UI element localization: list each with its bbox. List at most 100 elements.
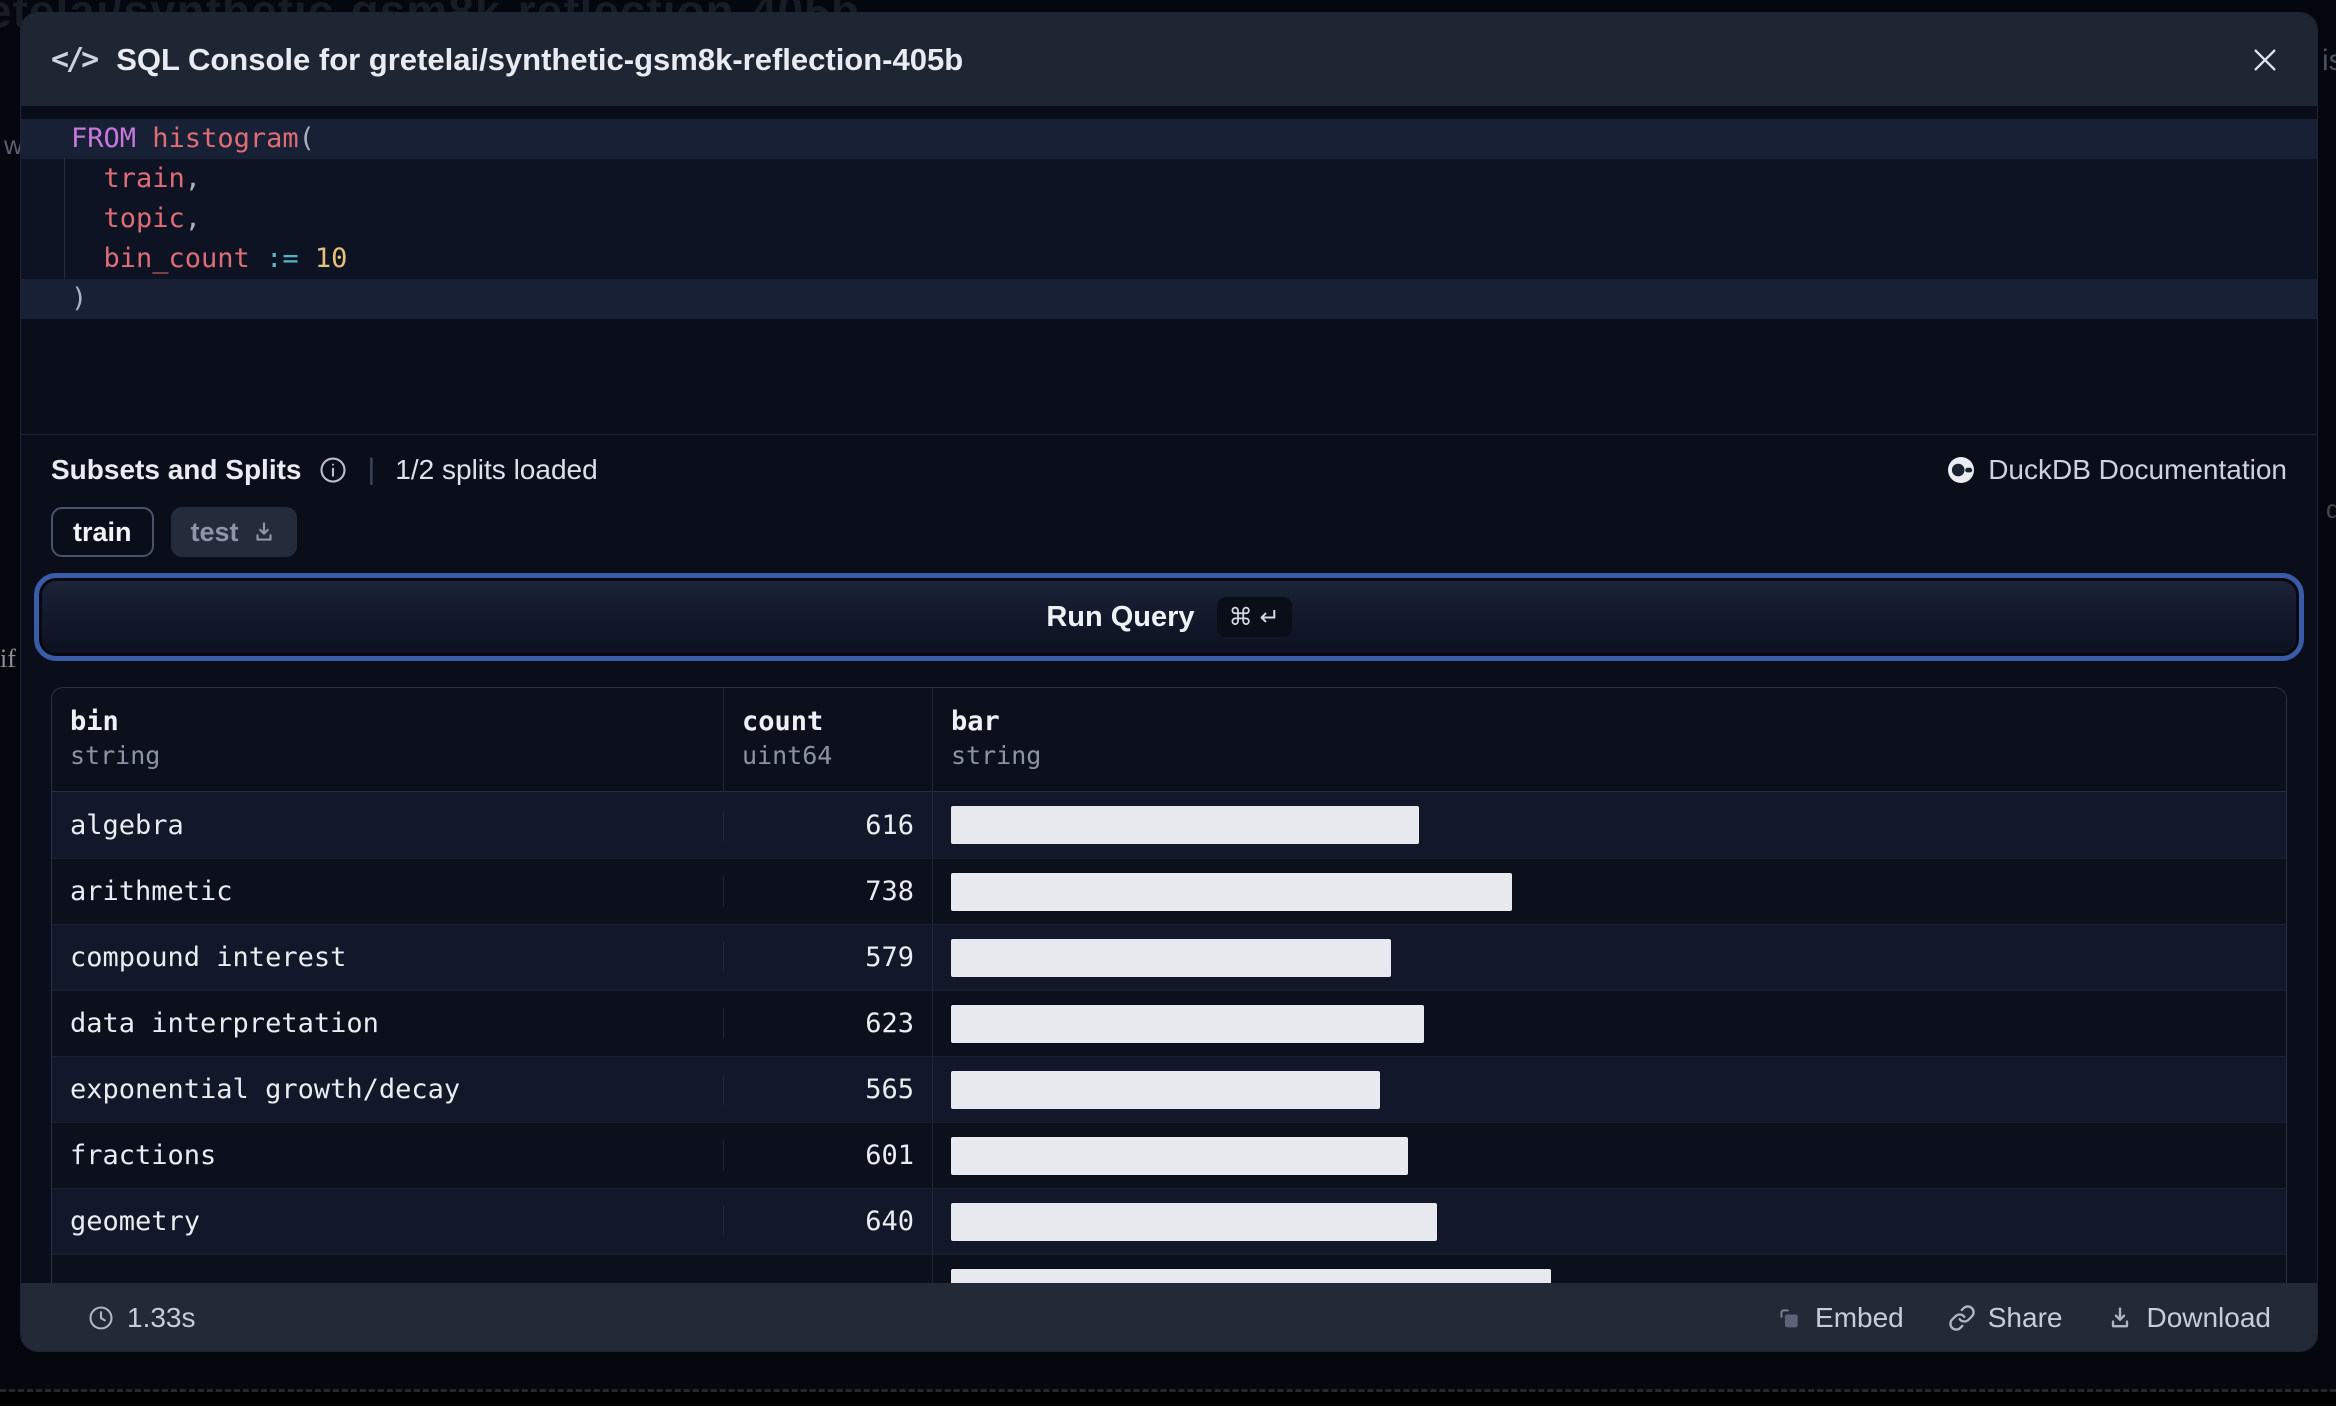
backdrop-bottom-strip bbox=[0, 1392, 2336, 1406]
histogram-bar bbox=[951, 1070, 1380, 1109]
code-token: histogram bbox=[152, 123, 299, 154]
code-line[interactable]: bin_count := 10 bbox=[21, 239, 2317, 279]
sql-console-modal: </> SQL Console for gretelai/synthetic-g… bbox=[20, 12, 2318, 1352]
code-token bbox=[71, 243, 104, 274]
query-duration: 1.33s bbox=[127, 1302, 196, 1333]
histogram-bar bbox=[951, 872, 1512, 911]
column-name: bin bbox=[70, 706, 119, 737]
cell-bin: geometry bbox=[70, 1206, 201, 1237]
cmd-icon: ⌘ bbox=[1228, 603, 1253, 631]
code-token: topic bbox=[103, 203, 185, 234]
embed-icon bbox=[1780, 1309, 1798, 1328]
modal-title: SQL Console for gretelai/synthetic-gsm8k… bbox=[116, 41, 964, 77]
results-footer: 1.33s Embed Share Down bbox=[21, 1283, 2317, 1351]
share-icon bbox=[1949, 1305, 1975, 1331]
cell-count: 738 bbox=[723, 876, 932, 907]
histogram-bar bbox=[951, 1136, 1408, 1175]
table-row: geometry 640 bbox=[52, 1188, 2286, 1254]
histogram-bar bbox=[951, 806, 1419, 844]
cell-bar bbox=[932, 1255, 2286, 1283]
cell-bar bbox=[932, 792, 2286, 858]
table-row: exponential growth/decay 565 bbox=[52, 1056, 2286, 1122]
backdrop-fragment: d bbox=[2326, 494, 2336, 524]
cell-bin: compound interest bbox=[70, 942, 347, 973]
column-header-bin: bin string bbox=[52, 688, 723, 791]
cell-count: 640 bbox=[723, 1206, 932, 1237]
code-icon: </> bbox=[51, 42, 99, 77]
download-button[interactable]: Download bbox=[2106, 1302, 2271, 1334]
histogram-bar bbox=[951, 1268, 1551, 1283]
embed-label: Embed bbox=[1815, 1302, 1904, 1333]
table-row: data interpretation 623 bbox=[52, 990, 2286, 1056]
split-chip-train[interactable]: train bbox=[51, 507, 154, 557]
download-icon bbox=[255, 522, 272, 541]
code-token: train bbox=[103, 163, 185, 194]
table-header-row: bin string count uint64 bar string bbox=[52, 688, 2286, 792]
split-chip-test[interactable]: test bbox=[170, 507, 297, 557]
return-icon: ↵ bbox=[1259, 603, 1280, 631]
code-token: FROM bbox=[71, 123, 137, 154]
code-token bbox=[136, 123, 152, 154]
histogram-bar bbox=[951, 1202, 1437, 1241]
share-button[interactable]: Share bbox=[1948, 1302, 2063, 1334]
close-button[interactable] bbox=[2243, 38, 2287, 82]
cell-bar bbox=[932, 1123, 2286, 1188]
cell-bar bbox=[932, 1057, 2286, 1122]
run-query-button[interactable]: Run Query ⌘ ↵ bbox=[34, 573, 2304, 661]
backdrop-fragment: if bbox=[0, 644, 16, 673]
cell-bar bbox=[932, 991, 2286, 1056]
embed-button[interactable]: Embed bbox=[1775, 1302, 1904, 1334]
vertical-divider: | bbox=[367, 453, 376, 486]
code-token: ( bbox=[298, 123, 315, 154]
cell-bar bbox=[932, 1189, 2286, 1254]
code-line[interactable]: train, bbox=[21, 159, 2317, 199]
column-name: count bbox=[742, 706, 824, 737]
code-token bbox=[299, 243, 315, 274]
download-label: Download bbox=[2146, 1302, 2271, 1333]
histogram-bar bbox=[951, 938, 1391, 977]
subsets-header: Subsets and Splits | 1/2 splits loaded D… bbox=[21, 434, 2317, 491]
table-row: fractions 601 bbox=[52, 1122, 2286, 1188]
split-chip-label: train bbox=[73, 516, 132, 547]
duckdb-doc-link[interactable]: DuckDB Documentation bbox=[1946, 454, 2287, 486]
modal-header: </> SQL Console for gretelai/synthetic-g… bbox=[21, 13, 2317, 106]
split-chips: train test bbox=[21, 507, 2317, 557]
close-icon bbox=[2254, 48, 2276, 71]
code-token: , bbox=[184, 203, 202, 234]
code-token: ) bbox=[71, 283, 88, 314]
subsets-heading: Subsets and Splits bbox=[51, 454, 302, 485]
share-label: Share bbox=[1987, 1302, 2063, 1333]
cell-count: 616 bbox=[723, 809, 932, 841]
cell-bin: exponential growth/decay bbox=[70, 1074, 461, 1105]
run-query-label: Run Query bbox=[1046, 600, 1195, 633]
info-icon[interactable] bbox=[318, 455, 348, 485]
column-header-count: count uint64 bbox=[723, 688, 932, 791]
table-row: compound interest 579 bbox=[52, 924, 2286, 990]
cell-bar bbox=[932, 859, 2286, 924]
cell-bin: arithmetic bbox=[70, 876, 233, 907]
cell-count: 623 bbox=[723, 1008, 932, 1039]
sql-editor[interactable]: FROM histogram( train, topic, bin_count … bbox=[21, 119, 2317, 319]
backdrop-fragment: is bbox=[2322, 44, 2336, 77]
code-line[interactable]: FROM histogram( bbox=[21, 119, 2317, 159]
code-token bbox=[250, 243, 266, 274]
cell-bin: data interpretation bbox=[70, 1008, 379, 1039]
duckdb-doc-label: DuckDB Documentation bbox=[1988, 454, 2287, 485]
code-token: 10 bbox=[314, 243, 348, 274]
split-chip-label: test bbox=[190, 516, 239, 547]
column-type: string bbox=[951, 741, 1042, 770]
footer-actions: Embed Share Download bbox=[1775, 1302, 2271, 1334]
column-type: uint64 bbox=[742, 741, 833, 770]
table-body: algebra 616 arithmetic 738 compound interest… bbox=[52, 792, 2286, 1283]
download-icon bbox=[2112, 1307, 2129, 1328]
code-token: , bbox=[184, 163, 202, 194]
code-line[interactable]: topic, bbox=[21, 199, 2317, 239]
column-type: string bbox=[70, 741, 161, 770]
histogram-bar bbox=[951, 1004, 1424, 1043]
code-token bbox=[71, 203, 104, 234]
code-token: bin_count bbox=[103, 243, 250, 274]
code-line[interactable]: ) bbox=[21, 279, 2317, 319]
results-table[interactable]: bin string count uint64 bar string algebra 616… bbox=[51, 687, 2287, 1283]
table-row: arithmetic 738 bbox=[52, 858, 2286, 924]
cell-count: 565 bbox=[723, 1074, 932, 1105]
